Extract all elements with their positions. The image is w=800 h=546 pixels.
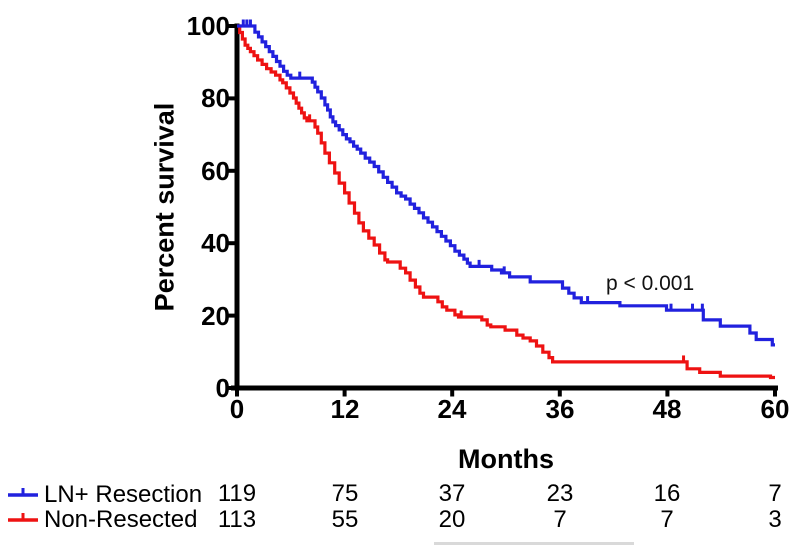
legend-symbol-1 [8, 513, 38, 522]
at-risk-nr-36: 7 [553, 506, 567, 533]
legend-label-ln-resection: LN+ Resection [44, 481, 203, 508]
y-tick-label-60: 60 [201, 156, 230, 186]
p-value-annotation: p < 0.001 [606, 272, 695, 295]
at-risk-ln-60: 7 [768, 480, 782, 507]
y-tick-label-40: 40 [201, 228, 230, 258]
legend-symbol-0 [8, 488, 38, 497]
y-tick-label-0: 0 [215, 373, 230, 403]
y-tick-label-20: 20 [201, 301, 230, 331]
at-risk-ln-24: 37 [438, 480, 466, 507]
at-risk-ln-12: 75 [331, 480, 359, 507]
bottom-edge-artifact [434, 542, 634, 545]
x-axis-label: Months [458, 444, 554, 474]
survival-curve-0 [237, 24, 775, 347]
at-risk-ln-0: 119 [217, 480, 257, 507]
at-risk-ln-48: 16 [653, 480, 681, 507]
legend-label-non-resected: Non-Resected [44, 506, 198, 533]
survival-curve-1 [237, 24, 775, 380]
y-tick-label-80: 80 [201, 83, 230, 113]
at-risk-nr-48: 7 [660, 506, 674, 533]
x-tick-label-12: 12 [330, 394, 360, 424]
at-risk-nr-0: 113 [217, 506, 257, 533]
x-tick-label-36: 36 [545, 394, 575, 424]
x-tick-label-60: 60 [760, 394, 790, 424]
x-tick-label-24: 24 [437, 394, 467, 424]
at-risk-ln-36: 23 [546, 480, 574, 507]
y-tick-label-100: 100 [186, 11, 230, 41]
at-risk-nr-12: 55 [331, 506, 359, 533]
at-risk-nr-24: 20 [438, 506, 466, 533]
y-axis-label: Percent survival [149, 102, 180, 312]
x-tick-label-48: 48 [652, 394, 682, 424]
x-tick-label-0: 0 [229, 394, 245, 424]
at-risk-nr-60: 3 [768, 506, 782, 533]
